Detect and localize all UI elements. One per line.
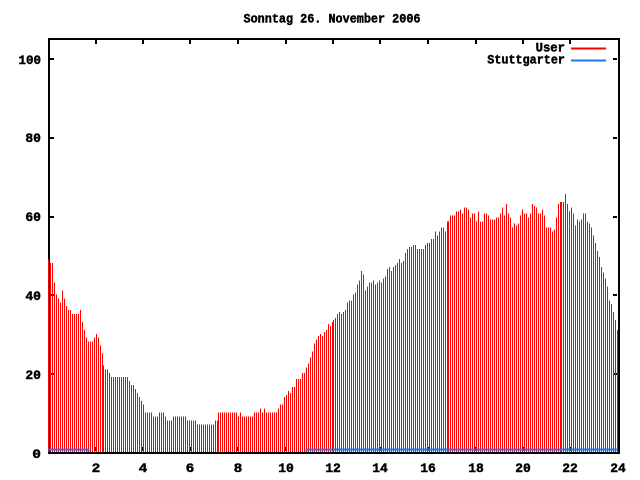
svg-text:80: 80 <box>25 131 41 146</box>
svg-text:100: 100 <box>19 53 42 68</box>
svg-text:14: 14 <box>372 461 388 476</box>
svg-text:User: User <box>536 41 565 56</box>
svg-text:2: 2 <box>92 461 101 476</box>
svg-text:18: 18 <box>468 461 484 476</box>
svg-text:4: 4 <box>139 461 148 476</box>
svg-text:0: 0 <box>32 447 41 462</box>
svg-text:60: 60 <box>25 210 41 225</box>
svg-text:40: 40 <box>25 289 41 304</box>
svg-text:16: 16 <box>420 461 436 476</box>
svg-text:20: 20 <box>25 368 41 383</box>
svg-text:6: 6 <box>186 461 195 476</box>
svg-text:24: 24 <box>610 461 626 476</box>
svg-text:12: 12 <box>325 461 341 476</box>
svg-text:8: 8 <box>234 461 243 476</box>
svg-text:10: 10 <box>278 461 294 476</box>
svg-text:Sonntag 26. November 2006: Sonntag 26. November 2006 <box>244 12 421 27</box>
svg-text:20: 20 <box>515 461 531 476</box>
svg-text:Stuttgarter: Stuttgarter <box>487 53 565 68</box>
svg-text:22: 22 <box>562 461 578 476</box>
